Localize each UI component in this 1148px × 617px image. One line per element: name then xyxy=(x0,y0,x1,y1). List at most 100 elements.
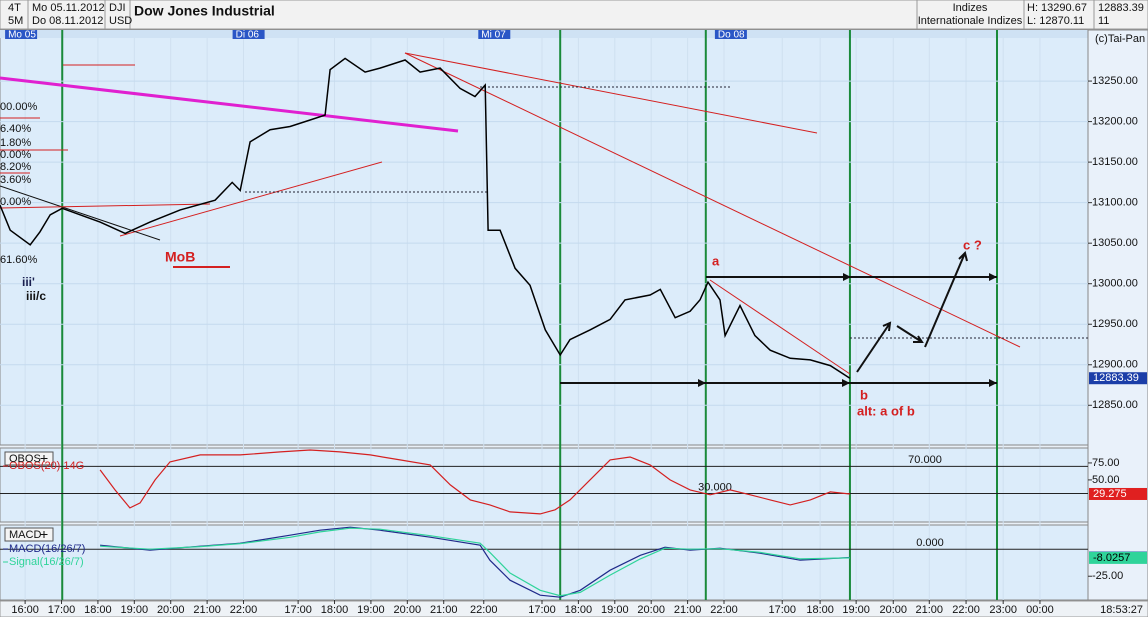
value-badge-label: 12883.39 xyxy=(1093,372,1139,384)
y-tick-label: 13250.00 xyxy=(1092,75,1138,87)
group: Indizes xyxy=(953,2,988,14)
trend-line xyxy=(404,52,1021,348)
fib-label: 1.80% xyxy=(0,137,31,149)
x-tick-label: 20:00 xyxy=(394,604,422,616)
x-tick-label: 18:00 xyxy=(84,604,112,616)
day-label: Mo 05 xyxy=(8,30,36,41)
macd-panel xyxy=(0,524,1089,601)
clock: 18:53:27 xyxy=(1100,604,1143,616)
x-tick-label: 23:00 xyxy=(989,604,1017,616)
x-tick-label: 18:00 xyxy=(565,604,593,616)
date-from: Mo 05.11.2012 xyxy=(32,2,105,14)
x-tick-label: 19:00 xyxy=(121,604,149,616)
trend-line xyxy=(0,185,161,241)
marks: 16:00 17:00 18:00 19:00 20:00 21:00 22:00 17:00… xyxy=(0,30,1147,616)
annotation: alt: a of b xyxy=(857,403,915,418)
trend-line xyxy=(0,76,459,133)
value-badge xyxy=(1089,372,1147,385)
fib-label: 0.00% xyxy=(0,196,31,208)
day-strip xyxy=(0,30,1088,38)
value-badge-label: -8.0257 xyxy=(1093,552,1130,564)
fib-line xyxy=(0,203,211,209)
legend-label: OBOS(20) 14G xyxy=(9,460,84,472)
trend-line xyxy=(709,279,851,375)
y-tick-label: 13000.00 xyxy=(1092,278,1138,290)
x-tick-label: 20:00 xyxy=(637,604,665,616)
x-tick-label: 22:00 xyxy=(230,604,258,616)
copyright: (c)Tai-Pan xyxy=(1095,33,1145,45)
x-tick-label: 16:00 xyxy=(11,604,39,616)
symbol: DJI xyxy=(109,2,126,14)
day-label-bg xyxy=(232,30,265,39)
day-label: Di 06 xyxy=(236,30,260,41)
value-badge-label: 29.275 xyxy=(1093,488,1127,500)
fib-label: 8.20% xyxy=(0,161,31,173)
x-tick-label: 21:00 xyxy=(916,604,944,616)
annotation: iii' xyxy=(22,275,35,289)
y-tick-label: 13100.00 xyxy=(1092,197,1138,209)
y-tick-label: -25.00 xyxy=(1092,570,1123,582)
projection-arrows xyxy=(856,251,968,373)
subgroup: Internationale Indizes xyxy=(918,15,1023,27)
x-tick-label: 19:00 xyxy=(842,604,870,616)
x-tick-label: 19:00 xyxy=(601,604,629,616)
x-tick-label: 18:00 xyxy=(806,604,834,616)
x-tick-label: 22:00 xyxy=(710,604,738,616)
y-tick-label: 50.00 xyxy=(1092,474,1120,486)
x-tick-label: 20:00 xyxy=(157,604,185,616)
legend-label: MACD(16/26/7) xyxy=(9,543,85,555)
price-axis xyxy=(1087,29,1148,601)
value-badge xyxy=(1089,551,1147,564)
day-label: Do 08 xyxy=(718,30,745,41)
x-tick-label: 17:00 xyxy=(48,604,76,616)
high: H: 13290.67 xyxy=(1027,2,1087,14)
x-tick-label: 22:00 xyxy=(470,604,498,616)
level-label: 0.000 xyxy=(916,537,944,549)
y-tick-label: 12850.00 xyxy=(1092,399,1138,411)
drawings xyxy=(0,52,1088,542)
x-tick-label: 19:00 xyxy=(357,604,385,616)
annotation: b xyxy=(860,387,868,402)
low: L: 12870.11 xyxy=(1027,15,1084,27)
plus-icon[interactable] xyxy=(40,455,48,538)
annotation: iii/c xyxy=(26,289,46,303)
y-tick-label: 75.00 xyxy=(1092,457,1120,469)
panel-tab[interactable] xyxy=(4,527,54,542)
day-label-bg xyxy=(5,30,38,39)
date-to: Do 08.11.2012 xyxy=(32,15,103,27)
annotation: c ? xyxy=(963,237,982,252)
level-label: 70.000 xyxy=(908,454,942,466)
y-tick-label: 12950.00 xyxy=(1092,318,1138,330)
annotation: MoB xyxy=(165,249,195,265)
day-label: Mi 07 xyxy=(481,30,506,41)
series-line xyxy=(0,57,851,379)
panel-title[interactable]: OBOS xyxy=(9,453,41,465)
currency: USD xyxy=(109,15,132,27)
y-tick-label: 13050.00 xyxy=(1092,237,1138,249)
period: 4T xyxy=(8,2,21,14)
fib-label: 6.40% xyxy=(0,123,31,135)
annotation: a xyxy=(712,253,720,268)
count: 11 xyxy=(1098,15,1109,27)
y-tick-label: 13150.00 xyxy=(1092,156,1138,168)
y-tick-label: 12900.00 xyxy=(1092,359,1138,371)
last-price: 12883.39 xyxy=(1098,2,1144,14)
day-label-bg xyxy=(714,30,747,39)
period: 5M xyxy=(8,15,23,27)
x-tick-label: 21:00 xyxy=(193,604,221,616)
panel-title[interactable]: MACD xyxy=(9,529,41,541)
x-tick-label: 00:00 xyxy=(1026,604,1054,616)
x-tick-label: 20:00 xyxy=(879,604,907,616)
fib-label: 3.60% xyxy=(0,174,31,186)
panel-tab[interactable] xyxy=(4,451,54,466)
obos-panel xyxy=(0,447,1089,523)
time-axis xyxy=(0,600,1148,617)
x-tick-label: 17:00 xyxy=(768,604,796,616)
header-bar xyxy=(0,0,1148,30)
series-line xyxy=(99,449,850,515)
chart-title: Dow Jones Industrial xyxy=(134,3,275,19)
y-tick-label: 13200.00 xyxy=(1092,115,1138,127)
fib-label: 61.60% xyxy=(0,254,38,266)
